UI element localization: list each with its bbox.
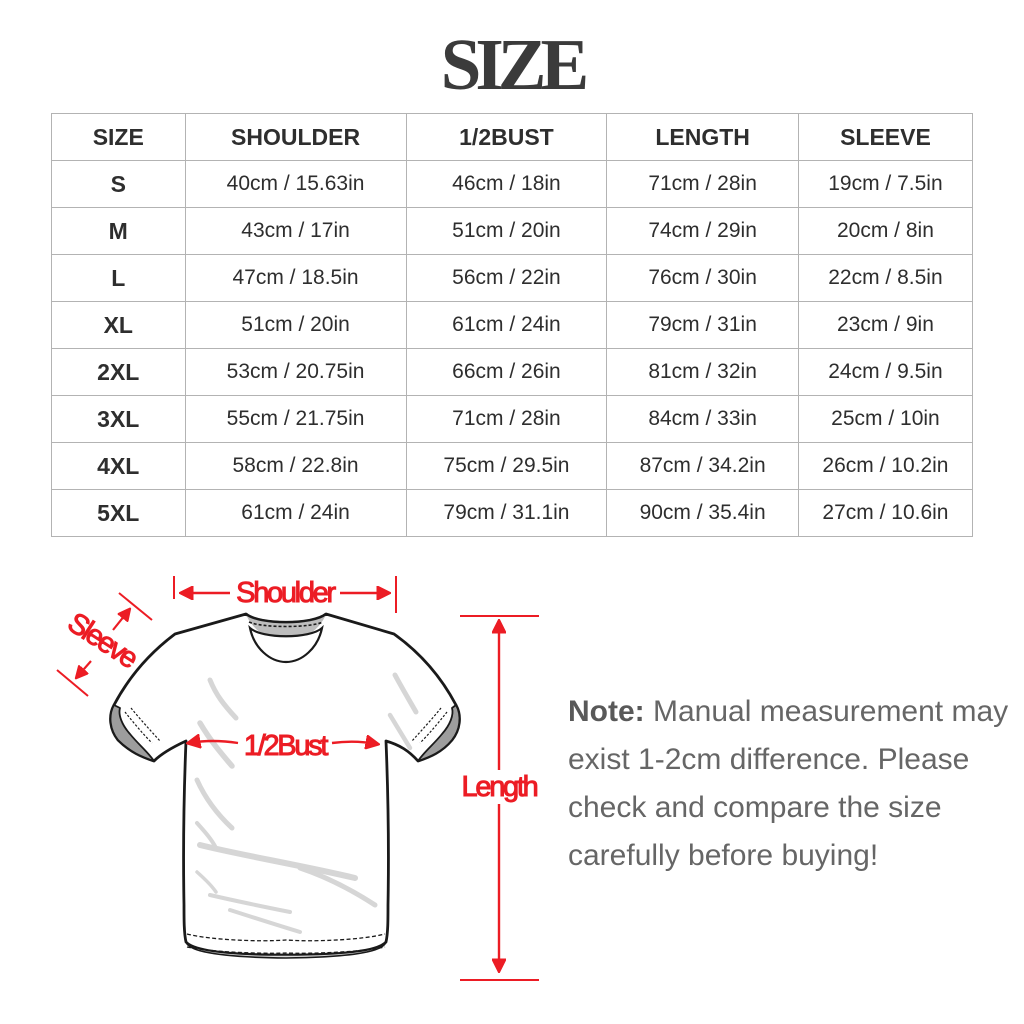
svg-text:Length: Length [462,771,538,803]
svg-text:Shoulder: Shoulder [236,577,336,609]
svg-text:Sleeve: Sleeve [62,607,143,675]
svg-text:1/2Bust: 1/2Bust [244,730,328,762]
